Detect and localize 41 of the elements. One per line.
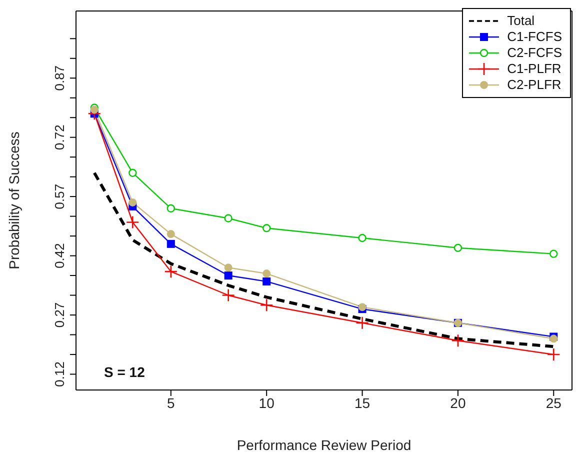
legend-label: C2-PLFR bbox=[507, 77, 562, 93]
y-tick-label: 0.27 bbox=[52, 302, 67, 328]
point bbox=[128, 168, 137, 177]
line-series bbox=[92, 171, 556, 348]
legend-label: Total bbox=[507, 13, 535, 29]
point bbox=[166, 230, 175, 238]
point bbox=[358, 234, 366, 242]
point bbox=[222, 288, 235, 302]
annotation: S = 12 bbox=[104, 364, 145, 380]
legend-label: C1-PLFR bbox=[507, 61, 562, 77]
point bbox=[262, 277, 271, 286]
point bbox=[128, 198, 137, 206]
y-tick-label: 0.87 bbox=[52, 65, 67, 91]
point bbox=[546, 348, 560, 362]
point bbox=[224, 272, 232, 280]
point bbox=[224, 264, 232, 272]
point bbox=[164, 264, 178, 278]
point bbox=[126, 216, 140, 229]
y-tick-label: 0.57 bbox=[52, 184, 67, 210]
point bbox=[451, 334, 465, 348]
point bbox=[166, 204, 176, 212]
x-tick-label: 20 bbox=[450, 394, 466, 411]
x-tick-label: 10 bbox=[258, 394, 275, 411]
point bbox=[166, 240, 175, 248]
point bbox=[224, 214, 232, 222]
point bbox=[262, 270, 271, 278]
x-axis-title: Performance Review Period bbox=[236, 437, 412, 453]
legend-label: C1-FCFS bbox=[507, 29, 562, 45]
x-tick-label: 25 bbox=[546, 394, 562, 411]
point bbox=[260, 298, 274, 312]
x-tick-label: 15 bbox=[354, 394, 370, 411]
y-tick-label: 0.72 bbox=[52, 124, 67, 150]
legend-label: C2-FCFS bbox=[507, 45, 562, 61]
point bbox=[356, 316, 369, 330]
y-tick-label: 0.12 bbox=[52, 362, 67, 387]
point bbox=[262, 224, 271, 232]
y-tick-label: 0.42 bbox=[52, 243, 67, 268]
x-tick-label: 5 bbox=[167, 394, 176, 411]
point bbox=[550, 250, 558, 258]
y-axis-title: Probability of Success bbox=[6, 132, 22, 270]
point bbox=[454, 244, 462, 252]
